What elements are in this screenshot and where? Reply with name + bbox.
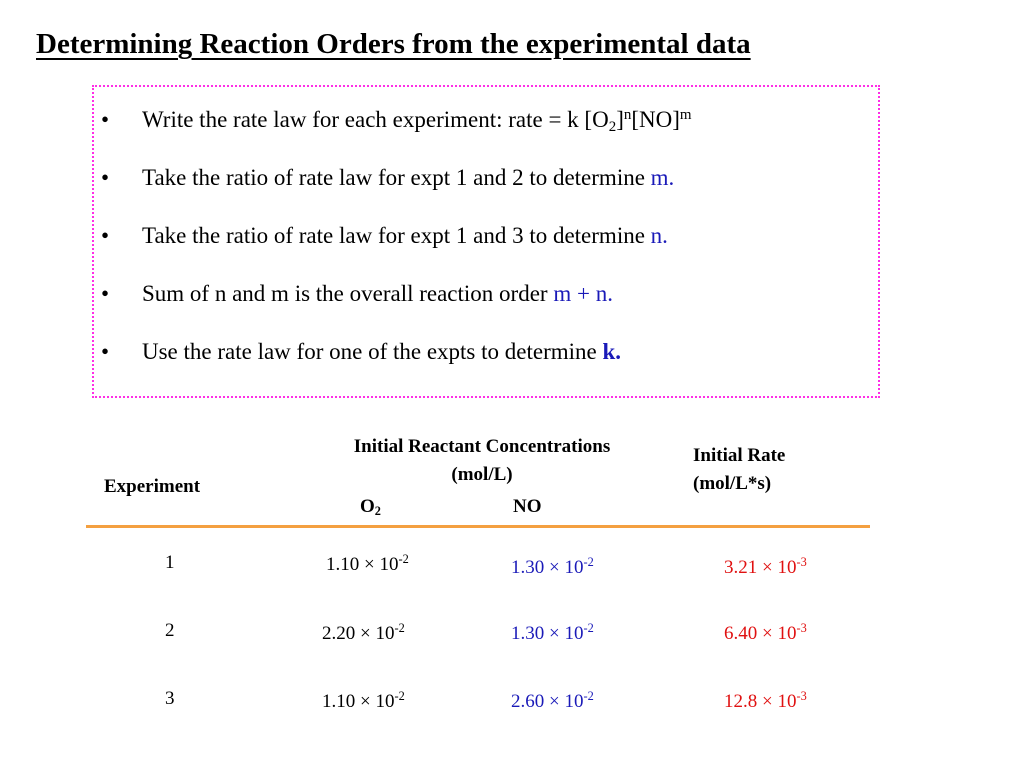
header-concentrations: Initial Reactant Concentrations — [353, 436, 611, 457]
bullet-dot: • — [101, 223, 110, 248]
bullet-text: Use the rate law for one of the expts to… — [142, 339, 622, 364]
page-title: Determining Reaction Orders from the exp… — [36, 28, 751, 60]
header-divider — [86, 525, 870, 528]
header-initial-rate-unit: (mol/L*s) — [693, 473, 772, 494]
bullet-text: Take the ratio of rate law for expt 1 an… — [142, 223, 668, 248]
header-o2: O2 — [360, 496, 381, 519]
cell-no: 1.30 × 10-2 — [511, 555, 594, 578]
instructions-box — [92, 85, 880, 398]
cell-rate: 6.40 × 10-3 — [724, 621, 807, 644]
cell-o2: 1.10 × 10-2 — [326, 552, 409, 575]
highlight-k: k. — [602, 339, 622, 364]
bullet-text: Sum of n and m is the overall reaction o… — [142, 281, 613, 306]
header-experiment: Experiment — [104, 476, 201, 497]
cell-experiment: 3 — [165, 688, 175, 709]
cell-rate: 3.21 × 10-3 — [724, 555, 807, 578]
bullet-dot: • — [101, 107, 110, 132]
cell-rate: 12.8 × 10-3 — [724, 689, 807, 712]
cell-no: 1.30 × 10-2 — [511, 621, 594, 644]
highlight-n: n. — [650, 223, 668, 248]
highlight-m-plus-n: m + n. — [553, 281, 613, 306]
cell-experiment: 2 — [165, 620, 175, 641]
cell-o2: 2.20 × 10-2 — [322, 621, 405, 644]
bullet-dot: • — [101, 339, 110, 364]
highlight-m: m. — [650, 165, 675, 190]
bullet-text: Take the ratio of rate law for expt 1 an… — [142, 165, 675, 190]
header-no: NO — [513, 496, 542, 517]
bullet-dot: • — [101, 281, 110, 306]
bullet-text: Write the rate law for each experiment: … — [142, 107, 692, 135]
cell-experiment: 1 — [165, 552, 175, 573]
cell-no: 2.60 × 10-2 — [511, 689, 594, 712]
header-concentrations-unit: (mol/L) — [451, 464, 513, 485]
header-initial-rate: Initial Rate — [693, 445, 786, 466]
cell-o2: 1.10 × 10-2 — [322, 689, 405, 712]
bullet-dot: • — [101, 165, 110, 190]
